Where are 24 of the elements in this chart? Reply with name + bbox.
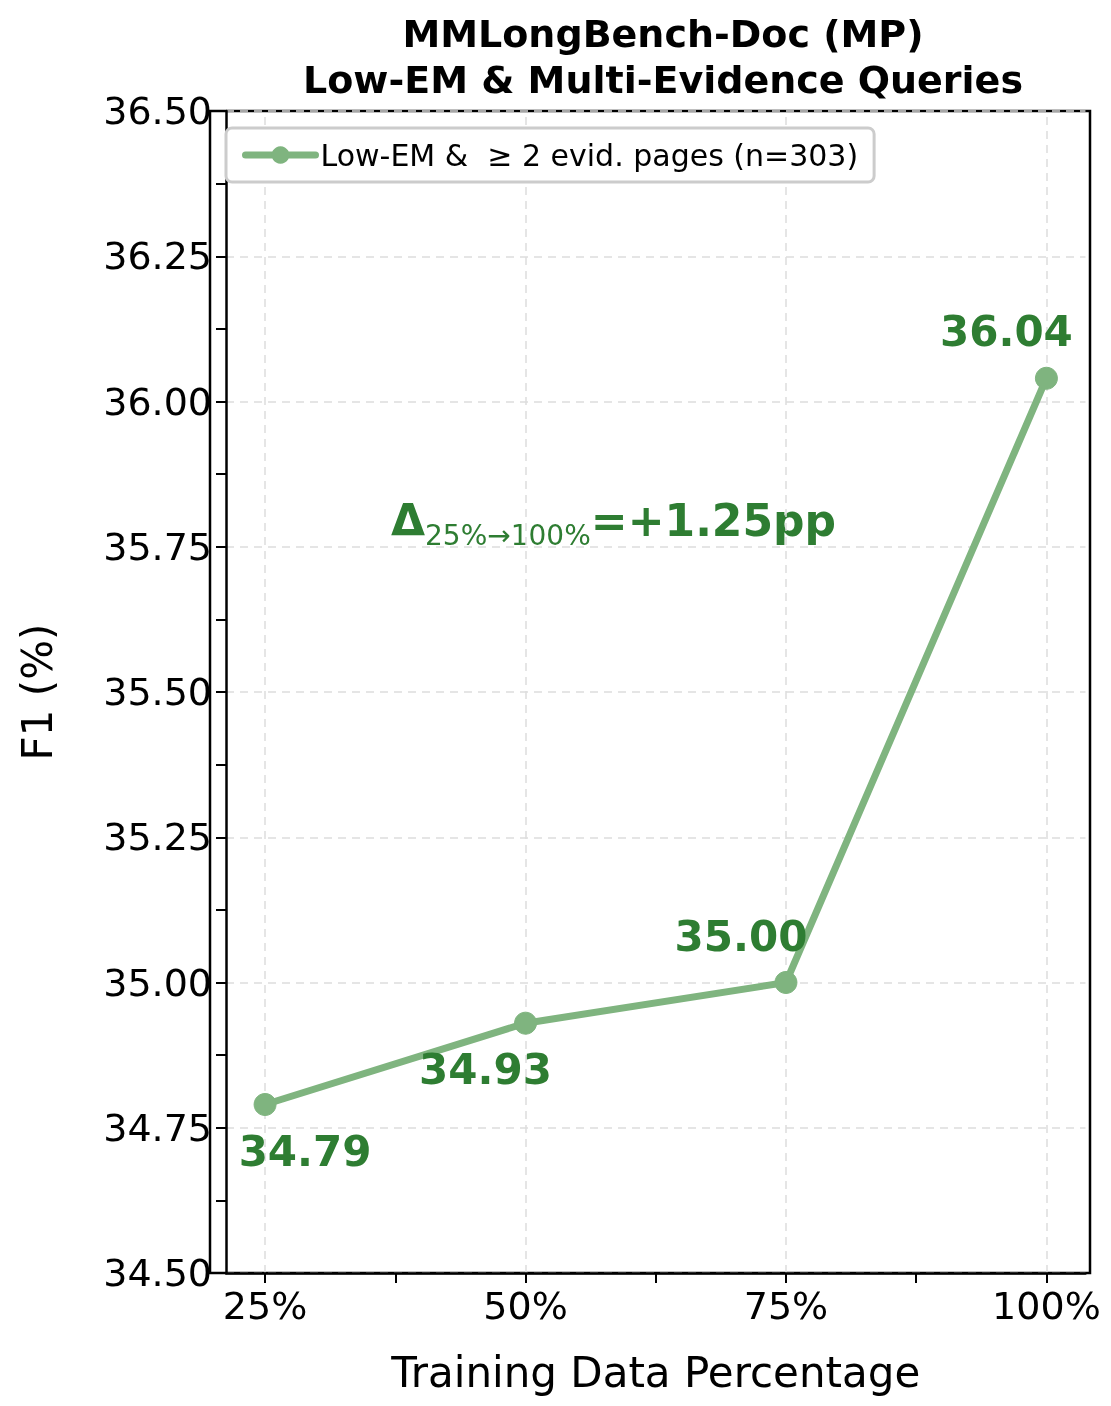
y-axis-title: F1 (%) — [12, 623, 62, 761]
legend-label: Low-EM & ≥ 2 evid. pages (n=303) — [320, 137, 859, 173]
point — [774, 971, 798, 994]
point — [253, 1093, 277, 1116]
point — [1034, 366, 1058, 390]
y-tick-label: 34.75 — [103, 1105, 212, 1150]
chart-title: MMLongBench-Doc (MP) Low-EM & Multi-Evidence Queries — [302, 12, 1024, 102]
y-tick-label: 36.00 — [103, 379, 212, 424]
data-label: 34.93 — [419, 1045, 552, 1095]
x-tick-label: 100% — [992, 1284, 1101, 1328]
point — [514, 1011, 538, 1035]
data-label: 36.04 — [939, 307, 1073, 357]
y-tick-label: 35.50 — [103, 670, 212, 714]
x-axis-title: Training Data Percentage — [390, 1347, 921, 1397]
y-tick-label: 35.75 — [103, 524, 212, 569]
y-tick-label: 34.50 — [103, 1251, 212, 1295]
y-tick-label: 35.00 — [103, 960, 212, 1005]
y-tick-label: 36.50 — [103, 89, 212, 133]
x-tick-label: 50% — [483, 1284, 568, 1328]
y-tick-label: 35.25 — [103, 815, 212, 860]
y-tick-label: 36.25 — [103, 234, 212, 279]
x-tick-label: 25% — [222, 1284, 308, 1328]
x-tick-label: 75% — [743, 1284, 829, 1328]
data-label: 34.79 — [238, 1126, 372, 1176]
